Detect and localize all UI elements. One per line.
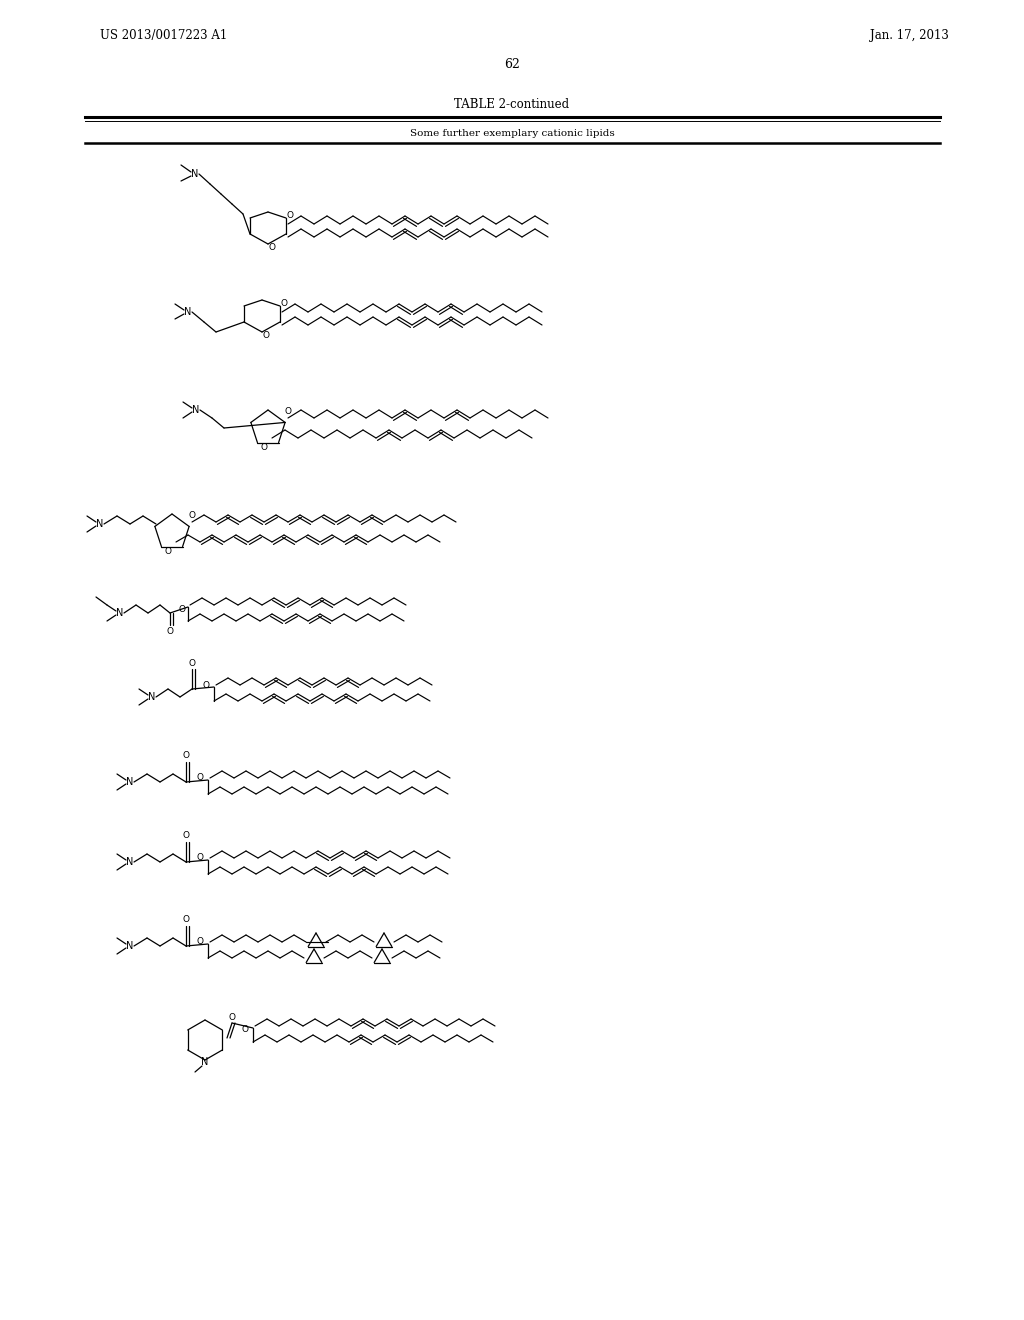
Text: N: N — [126, 857, 134, 867]
Text: O: O — [260, 444, 267, 453]
Text: O: O — [285, 408, 292, 417]
Text: O: O — [182, 916, 189, 924]
Text: US 2013/0017223 A1: US 2013/0017223 A1 — [100, 29, 227, 41]
Text: O: O — [203, 681, 210, 689]
Text: N: N — [117, 609, 124, 618]
Text: Some further exemplary cationic lipids: Some further exemplary cationic lipids — [410, 128, 614, 137]
Text: O: O — [167, 627, 173, 635]
Text: 62: 62 — [504, 58, 520, 71]
Text: O: O — [268, 243, 275, 252]
Text: O: O — [287, 211, 294, 220]
Text: N: N — [148, 692, 156, 702]
Text: N: N — [126, 777, 134, 787]
Text: O: O — [197, 937, 204, 946]
Text: N: N — [184, 308, 191, 317]
Text: O: O — [262, 331, 269, 341]
Text: O: O — [178, 605, 185, 614]
Text: O: O — [188, 511, 196, 520]
Text: TABLE 2-continued: TABLE 2-continued — [455, 99, 569, 111]
Text: O: O — [197, 854, 204, 862]
Text: N: N — [193, 405, 200, 414]
Text: N: N — [96, 519, 103, 529]
Text: N: N — [202, 1057, 209, 1067]
Text: N: N — [191, 169, 199, 180]
Text: O: O — [182, 832, 189, 841]
Text: O: O — [197, 774, 204, 783]
Text: N: N — [126, 941, 134, 950]
Text: O: O — [188, 659, 196, 668]
Text: Jan. 17, 2013: Jan. 17, 2013 — [870, 29, 949, 41]
Text: O: O — [228, 1012, 236, 1022]
Text: O: O — [182, 751, 189, 760]
Text: O: O — [242, 1026, 249, 1035]
Text: O: O — [165, 548, 171, 557]
Text: O: O — [281, 300, 288, 309]
